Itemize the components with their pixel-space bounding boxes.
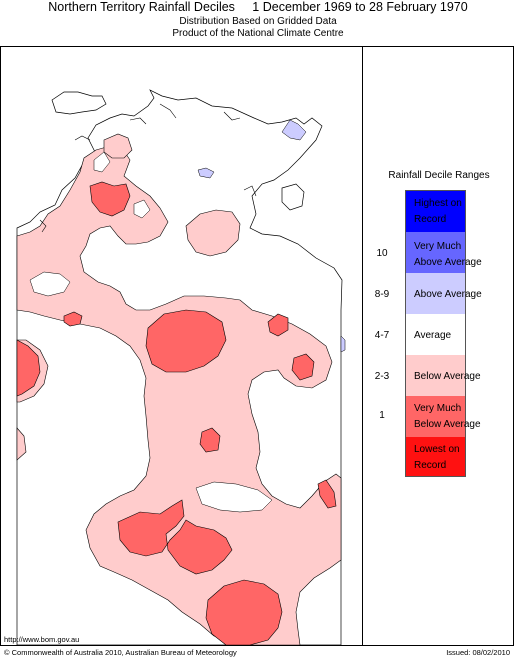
- desc-highest-line2: Record: [414, 214, 447, 225]
- range-label-4-7: 4-7: [374, 330, 390, 341]
- swatch-highest: [406, 191, 465, 232]
- range-label-10: 10: [376, 248, 388, 259]
- footer-copyright: © Commonwealth of Australia 2010, Austra…: [4, 648, 237, 657]
- desc-lowest-line2: Record: [414, 460, 447, 471]
- above-average-regions: [197, 119, 346, 353]
- legend-swatches: [405, 190, 466, 477]
- desc-very-much-above: Very Much Above Average: [414, 239, 510, 271]
- desc-lowest: Lowest on Record: [414, 442, 510, 474]
- period-text: 1 December 1969 to 28 February 1970: [252, 0, 468, 14]
- subtitle-1: Distribution Based on Gridded Data: [179, 16, 337, 27]
- average-pockets: [29, 151, 273, 513]
- map-frame: [0, 46, 514, 646]
- coastline-details: [39, 103, 257, 233]
- swatch-lowest: [406, 437, 465, 476]
- tiwi-islands: [51, 91, 107, 115]
- swatch-very-much-above: [406, 232, 465, 273]
- range-label-8-9: 8-9: [374, 289, 390, 300]
- very-much-below-regions: [16, 181, 337, 645]
- footer-issued: Issued: 08/02/2010: [446, 648, 510, 657]
- desc-very-much-above-line1: Very Much: [414, 241, 462, 252]
- swatch-above: [406, 273, 465, 314]
- footer-url[interactable]: http://www.bom.gov.au: [4, 635, 80, 644]
- desc-very-much-below-line2: Below Average: [414, 419, 481, 430]
- swatch-very-much-below: [406, 396, 465, 437]
- desc-highest: Highest on Record: [414, 196, 510, 228]
- legend-title: Rainfall Decile Ranges: [388, 170, 490, 181]
- desc-very-much-above-line2: Above Average: [414, 257, 482, 268]
- range-label-2-3: 2-3: [374, 371, 390, 382]
- title-text: Northern Territory Rainfall Deciles: [48, 0, 235, 14]
- desc-below: Below Average: [414, 371, 481, 382]
- map-title: Northern Territory Rainfall Deciles 1 De…: [0, 0, 516, 15]
- legend-divider: [362, 46, 363, 646]
- desc-very-much-below-line1: Very Much: [414, 403, 462, 414]
- desc-lowest-line1: Lowest on: [414, 444, 460, 455]
- desc-very-much-below: Very Much Below Average: [414, 401, 510, 433]
- desc-above: Above Average: [414, 289, 482, 300]
- range-label-1: 1: [379, 410, 385, 421]
- groote-eylandt: [281, 183, 305, 211]
- subtitle-2: Product of the National Climate Centre: [172, 28, 344, 39]
- desc-highest-line1: Highest on: [414, 198, 462, 209]
- swatch-average: [406, 314, 465, 355]
- rainfall-map: [16, 89, 346, 645]
- swatch-below: [406, 355, 465, 396]
- desc-average: Average: [414, 330, 452, 341]
